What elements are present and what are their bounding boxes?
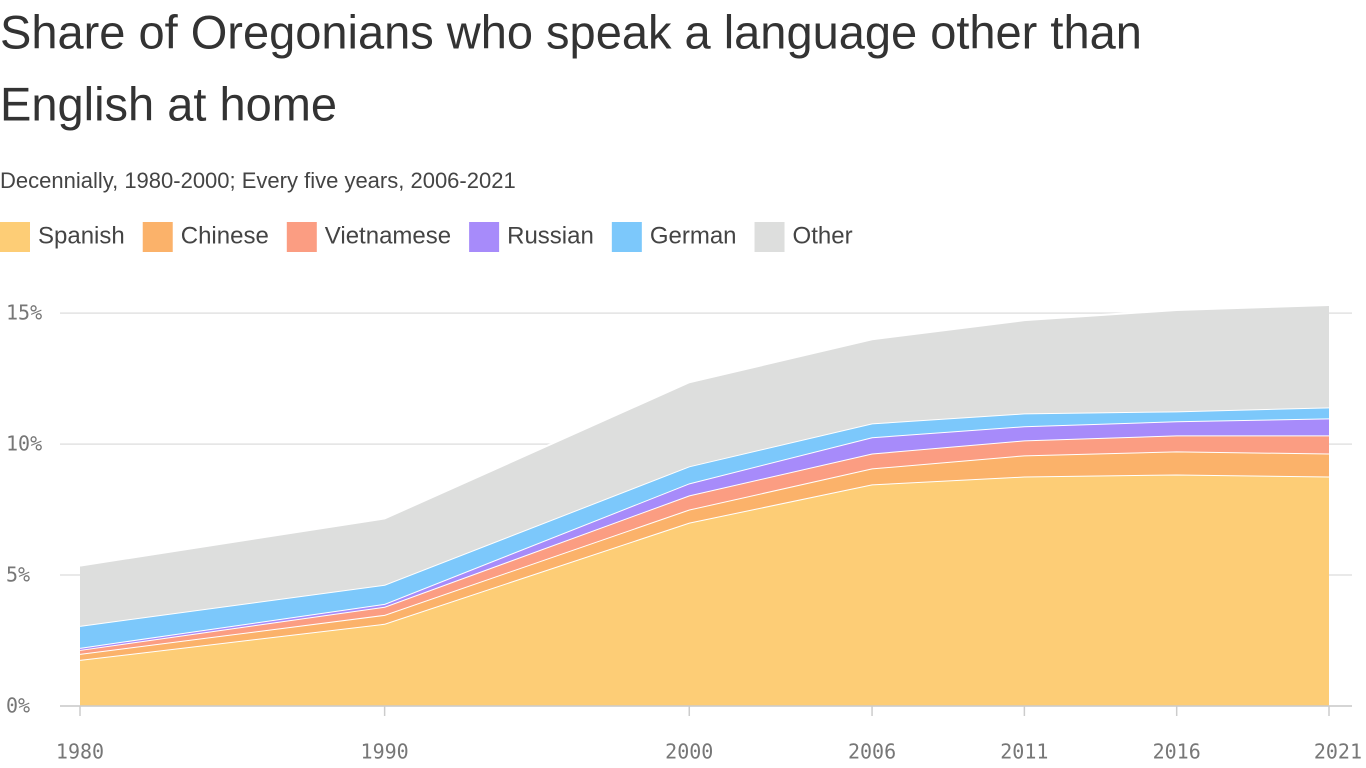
- x-tick-label: 2021: [1314, 740, 1362, 764]
- chart-title: Share of Oregonians who speak a language…: [0, 5, 1142, 58]
- y-tick-label: 5%: [6, 563, 30, 587]
- y-tick-label: 10%: [6, 432, 42, 456]
- area-edge: [79, 406, 1330, 627]
- x-tick-label: 2011: [1000, 740, 1048, 764]
- x-tick-label: 1980: [56, 740, 104, 764]
- area: [80, 304, 1329, 626]
- x-tick-label: 2006: [848, 740, 896, 764]
- x-tick-label: 2000: [665, 740, 713, 764]
- legend-swatch: [142, 222, 173, 252]
- chart-subtitle: Decennially, 1980-2000; Every five years…: [0, 168, 516, 193]
- legend-label: Vietnamese: [325, 222, 451, 249]
- legend-swatch: [469, 222, 500, 252]
- legend-label: Chinese: [181, 222, 269, 249]
- legend-swatch: [0, 222, 30, 252]
- area-edge: [79, 303, 1330, 567]
- legend-label: Spanish: [38, 222, 125, 249]
- area: [80, 474, 1329, 706]
- legend-swatch: [754, 222, 785, 252]
- y-tick-label: 15%: [6, 301, 42, 325]
- area: [80, 407, 1329, 648]
- legend-label: Russian: [507, 222, 594, 249]
- x-tick-label: 1990: [361, 740, 409, 764]
- chart-title: English at home: [0, 77, 337, 130]
- legend-swatch: [286, 222, 317, 252]
- legend-swatch: [611, 222, 642, 252]
- x-tick-label: 2016: [1153, 740, 1201, 764]
- legend-label: German: [650, 222, 737, 249]
- legend-label: Other: [793, 222, 853, 249]
- area: [80, 451, 1329, 660]
- y-tick-label: 0%: [6, 694, 30, 718]
